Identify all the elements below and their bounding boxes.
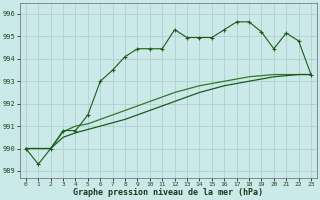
X-axis label: Graphe pression niveau de la mer (hPa): Graphe pression niveau de la mer (hPa) xyxy=(74,188,263,197)
